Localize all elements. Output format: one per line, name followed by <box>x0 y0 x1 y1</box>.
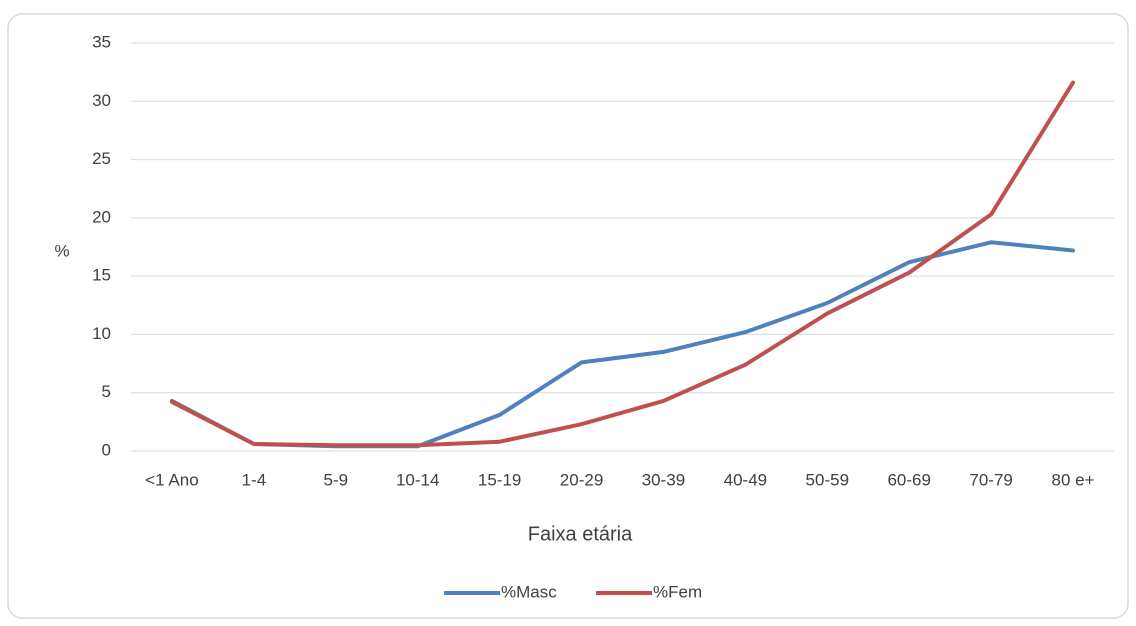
x-tick-label: 5-9 <box>324 470 349 489</box>
x-tick-label: 20-29 <box>560 470 603 489</box>
x-axis-title: Faixa etária <box>528 523 633 545</box>
chart-frame <box>7 13 1129 619</box>
y-tick-label: 35 <box>92 32 111 51</box>
y-tick-label: 20 <box>92 207 111 226</box>
x-tick-label: 60-69 <box>887 470 930 489</box>
x-tick-label: 30-39 <box>642 470 685 489</box>
legend-label: %Fem <box>653 582 702 601</box>
x-tick-label: 15-19 <box>478 470 521 489</box>
x-tick-label: 80 e+ <box>1052 470 1095 489</box>
x-tick-label: 10-14 <box>396 470 439 489</box>
y-tick-label: 10 <box>92 324 111 343</box>
x-tick-label: 1-4 <box>242 470 267 489</box>
y-axis-title: % <box>54 241 69 260</box>
y-tick-label: 5 <box>102 382 111 401</box>
legend-label: %Masc <box>501 582 557 601</box>
y-tick-label: 0 <box>102 440 111 459</box>
x-tick-label: 50-59 <box>806 470 849 489</box>
y-tick-label: 30 <box>92 91 111 110</box>
y-tick-label: 15 <box>92 266 111 285</box>
series-line <box>170 80 1075 448</box>
x-tick-label: <1 Ano <box>145 470 198 489</box>
x-tick-label: 40-49 <box>724 470 767 489</box>
y-tick-label: 25 <box>92 149 111 168</box>
x-tick-label: 70-79 <box>969 470 1012 489</box>
